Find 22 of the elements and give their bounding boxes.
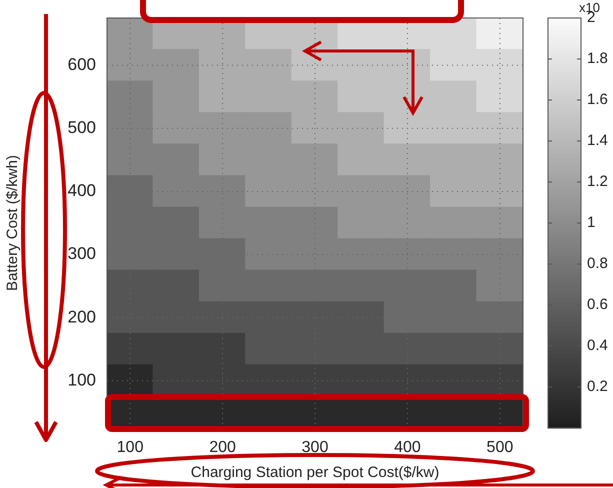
color-bar-label: 1.2: [587, 173, 608, 190]
color-bar-label: 1: [587, 214, 596, 232]
color-bar-label: 1.4: [587, 132, 608, 150]
x-tick-label: 100: [116, 439, 144, 456]
color-bar-label: 0.8: [587, 255, 608, 272]
x-tick-label: 500: [486, 439, 514, 456]
y-tick-label: 400: [68, 181, 96, 200]
x-tick-label: 400: [394, 439, 421, 456]
x-axis-title: Charging Station per Spot Cost($/kw): [190, 464, 440, 482]
color-bar-label: 1.8: [587, 50, 608, 68]
x-tick-label: 200: [209, 439, 236, 456]
color-bar-label: 0.6: [587, 296, 608, 314]
x-tick-label: 300: [302, 439, 328, 456]
y-tick-label: 600: [68, 54, 96, 74]
y-tick-label: 100: [68, 370, 96, 390]
y-tick-label: 300: [68, 244, 96, 264]
color-bar-label: 0.4: [587, 337, 608, 354]
y-axis-title: Battery Cost ($/kwh): [4, 155, 22, 291]
color-bar-label: 1.6: [587, 91, 608, 108]
y-tick-label: 200: [68, 307, 96, 326]
y-tick-label: 500: [68, 118, 96, 138]
color-bar-label: 0.2: [587, 378, 608, 396]
